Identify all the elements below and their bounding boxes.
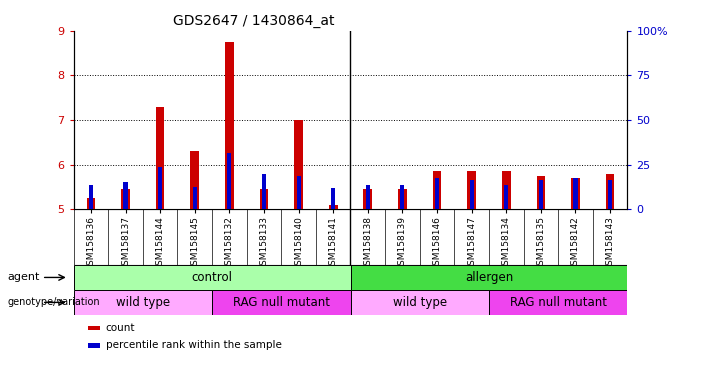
Bar xyxy=(350,265,627,290)
Bar xyxy=(123,182,128,209)
Bar xyxy=(121,189,130,209)
Bar xyxy=(398,189,407,209)
Bar xyxy=(435,178,439,209)
Text: GSM158134: GSM158134 xyxy=(502,216,511,271)
Bar xyxy=(212,290,350,315)
Bar xyxy=(262,174,266,209)
Bar xyxy=(502,171,510,209)
Bar xyxy=(225,42,233,209)
Text: percentile rank within the sample: percentile rank within the sample xyxy=(106,340,282,350)
Text: RAG null mutant: RAG null mutant xyxy=(233,296,329,309)
Bar xyxy=(608,180,612,209)
Text: agent: agent xyxy=(7,272,39,283)
Text: GSM158145: GSM158145 xyxy=(190,216,199,271)
Text: GSM158133: GSM158133 xyxy=(259,216,268,271)
Text: GSM158143: GSM158143 xyxy=(606,216,615,271)
Bar xyxy=(400,185,404,209)
Bar xyxy=(259,189,268,209)
Bar xyxy=(433,171,442,209)
Text: GSM158138: GSM158138 xyxy=(363,216,372,271)
Bar xyxy=(227,154,231,209)
Bar xyxy=(158,167,162,209)
Bar xyxy=(571,178,580,209)
Text: GSM158140: GSM158140 xyxy=(294,216,303,271)
Text: GDS2647 / 1430864_at: GDS2647 / 1430864_at xyxy=(173,14,335,28)
Bar xyxy=(468,171,476,209)
Text: wild type: wild type xyxy=(116,296,170,309)
Bar xyxy=(294,120,303,209)
Text: control: control xyxy=(191,271,233,284)
Bar xyxy=(297,176,301,209)
Bar xyxy=(350,290,489,315)
Text: allergen: allergen xyxy=(465,271,513,284)
Text: GSM158142: GSM158142 xyxy=(571,216,580,271)
Bar xyxy=(366,185,370,209)
Text: RAG null mutant: RAG null mutant xyxy=(510,296,606,309)
Bar xyxy=(536,176,545,209)
Text: GSM158144: GSM158144 xyxy=(156,216,165,271)
Bar xyxy=(606,174,614,209)
Text: GSM158132: GSM158132 xyxy=(225,216,234,271)
Bar xyxy=(573,178,578,209)
Bar xyxy=(193,187,197,209)
Text: GSM158141: GSM158141 xyxy=(329,216,338,271)
Text: GSM158136: GSM158136 xyxy=(86,216,95,271)
Bar xyxy=(539,180,543,209)
Bar xyxy=(504,185,508,209)
Bar xyxy=(489,290,627,315)
Text: count: count xyxy=(106,323,135,333)
Bar xyxy=(74,265,351,290)
Bar xyxy=(191,151,199,209)
Bar xyxy=(331,188,335,209)
Bar xyxy=(329,205,337,209)
Bar xyxy=(87,198,95,209)
Text: genotype/variation: genotype/variation xyxy=(7,297,100,308)
Text: GSM158139: GSM158139 xyxy=(398,216,407,271)
Bar xyxy=(364,189,372,209)
Text: GSM158137: GSM158137 xyxy=(121,216,130,271)
Text: GSM158147: GSM158147 xyxy=(467,216,476,271)
Bar xyxy=(74,290,212,315)
Bar xyxy=(156,107,165,209)
Bar xyxy=(89,185,93,209)
Bar xyxy=(470,180,474,209)
Text: wild type: wild type xyxy=(393,296,447,309)
Text: GSM158146: GSM158146 xyxy=(433,216,442,271)
Text: GSM158135: GSM158135 xyxy=(536,216,545,271)
